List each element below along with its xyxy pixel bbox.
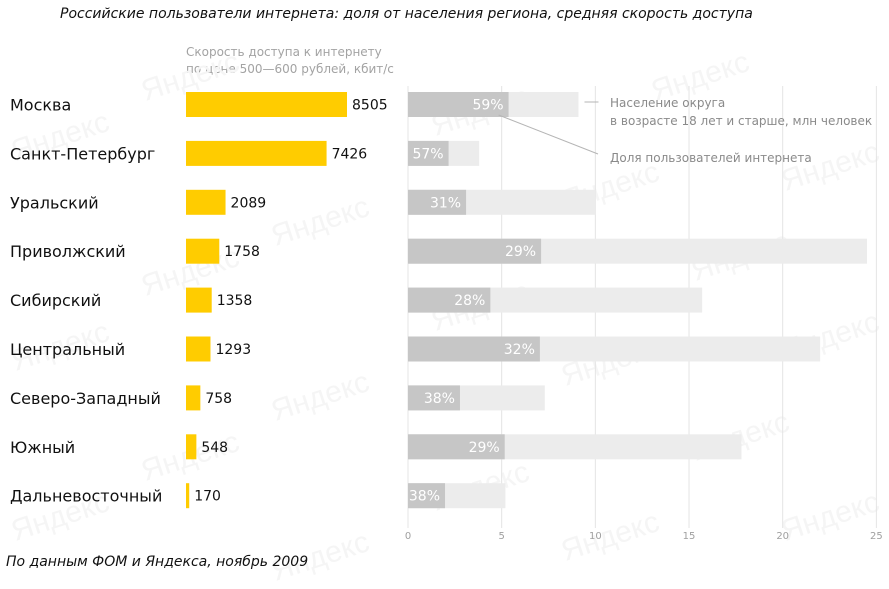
speed-axis-label-line-1: Скорость доступа к интернету bbox=[186, 45, 382, 59]
speed-bar bbox=[186, 434, 197, 460]
internet-share-bar bbox=[408, 189, 467, 215]
legend-population-line-1: Население округа bbox=[610, 96, 725, 110]
region-label: Уральский bbox=[10, 193, 99, 212]
share-value: 32% bbox=[504, 342, 535, 358]
speed-bar bbox=[186, 385, 201, 411]
x-tick-label: 0 bbox=[405, 531, 411, 542]
internet-share-bar bbox=[408, 140, 449, 166]
speed-axis-label: Скорость доступа к интернету по цене 500… bbox=[186, 44, 394, 78]
speed-bar bbox=[186, 336, 211, 362]
region-label: Южный bbox=[10, 438, 75, 457]
internet-share-bar bbox=[408, 92, 509, 117]
x-tick-label: 10 bbox=[589, 531, 602, 542]
region-label: Центральный bbox=[10, 340, 125, 359]
speed-value: 758 bbox=[205, 391, 232, 407]
region-label: Дальневосточный bbox=[10, 487, 162, 506]
x-tick-label: 25 bbox=[870, 531, 883, 542]
share-value: 38% bbox=[409, 489, 440, 505]
speed-value: 170 bbox=[194, 489, 221, 505]
region-label: Санкт-Петербург bbox=[10, 144, 155, 163]
chart-title: Российские пользователи интернета: доля … bbox=[60, 6, 753, 22]
region-label: Северо-Западный bbox=[10, 389, 161, 408]
share-value: 57% bbox=[412, 146, 443, 162]
share-value: 28% bbox=[454, 293, 485, 309]
chart-source: По данным ФОМ и Яндекса, ноябрь 2009 bbox=[6, 554, 309, 570]
share-value: 59% bbox=[472, 98, 503, 114]
speed-value: 1358 bbox=[217, 293, 253, 309]
region-label: Сибирский bbox=[10, 291, 101, 310]
speed-value: 548 bbox=[201, 440, 228, 456]
speed-axis-label-line-2: по цене 500—600 рублей, кбит/с bbox=[186, 62, 394, 76]
region-label: Приволжский bbox=[10, 242, 126, 261]
legend-share: Доля пользователей интернета bbox=[610, 151, 812, 165]
speed-bar bbox=[186, 140, 327, 166]
speed-bar bbox=[186, 287, 212, 313]
share-value: 38% bbox=[424, 391, 455, 407]
speed-bar bbox=[186, 483, 190, 509]
region-label: Москва bbox=[10, 96, 71, 115]
speed-value: 1293 bbox=[215, 342, 251, 358]
speed-value: 2089 bbox=[231, 195, 267, 211]
speed-value: 8505 bbox=[352, 98, 388, 114]
speed-value: 7426 bbox=[332, 146, 368, 162]
speed-bar bbox=[186, 189, 226, 215]
internet-share-bar bbox=[408, 483, 446, 509]
speed-bar bbox=[186, 92, 347, 117]
x-tick-label: 5 bbox=[498, 531, 504, 542]
internet-share-bar bbox=[408, 238, 542, 264]
share-value: 29% bbox=[505, 244, 536, 260]
share-value: 31% bbox=[430, 195, 461, 211]
chart-canvas: 0 5 10 15 20 25 Москва 8505 59% Санкт-Петербург 74… bbox=[10, 86, 883, 542]
share-value: 29% bbox=[469, 440, 500, 456]
speed-value: 1758 bbox=[224, 244, 260, 260]
speed-bar bbox=[186, 238, 220, 264]
x-tick-label: 20 bbox=[776, 531, 789, 542]
legend-leader-line bbox=[498, 114, 599, 155]
x-tick-label: 15 bbox=[683, 531, 696, 542]
legend-population-line-2: в возрасте 18 лет и старше, млн человек bbox=[610, 114, 872, 128]
internet-share-bar bbox=[408, 287, 491, 313]
internet-share-bar bbox=[408, 385, 460, 411]
internet-share-bar bbox=[408, 336, 540, 362]
internet-share-bar bbox=[408, 434, 505, 460]
